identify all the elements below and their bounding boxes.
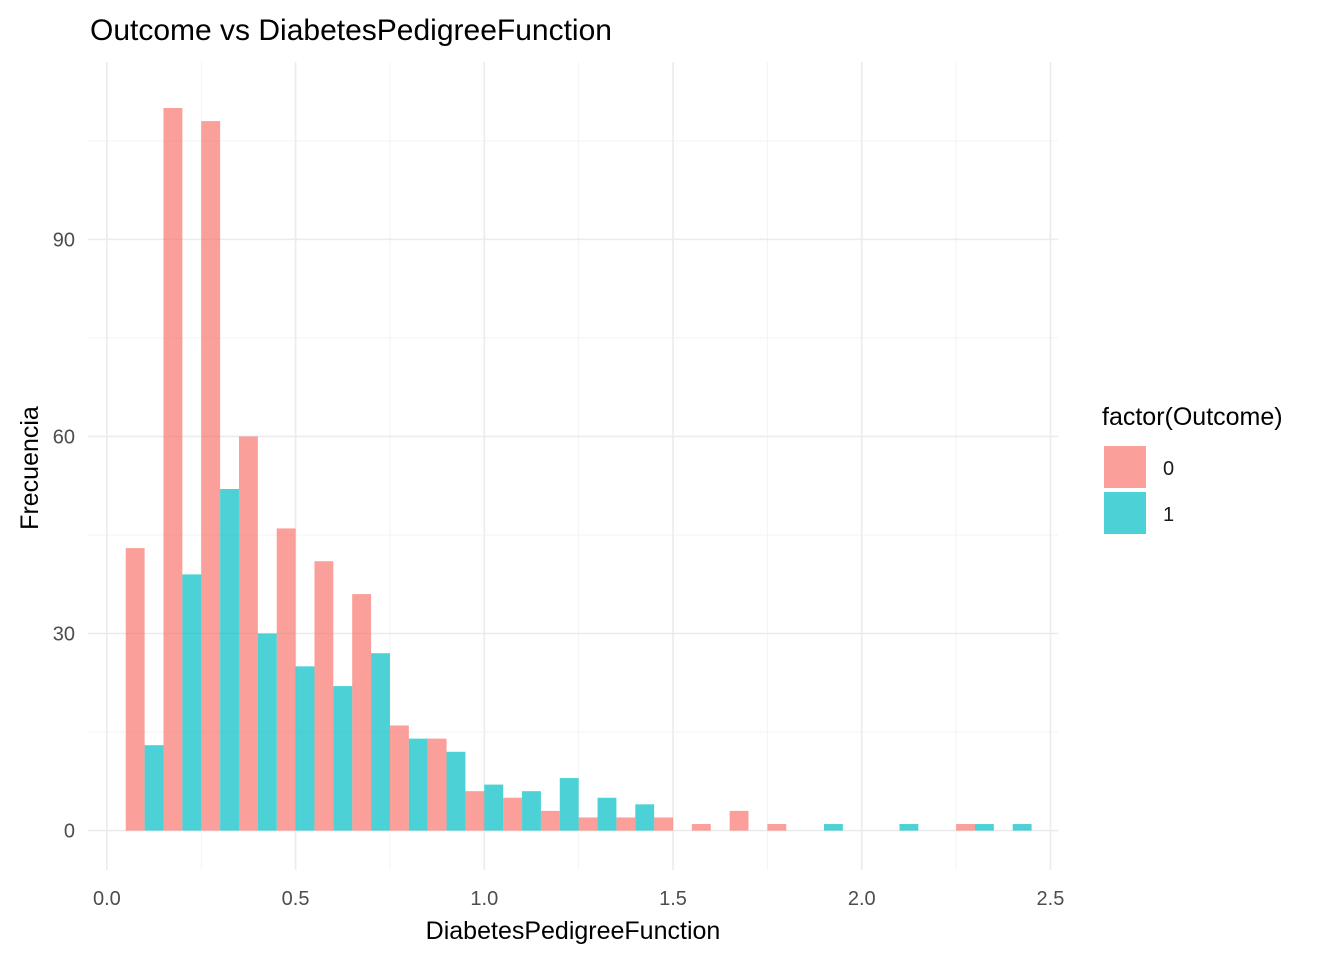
bar-outcome-1	[484, 784, 504, 831]
bar-outcome-0	[238, 436, 258, 831]
bar-outcome-1	[371, 653, 390, 831]
legend-title: factor(Outcome)	[1102, 403, 1283, 431]
bar-outcome-0	[427, 738, 447, 831]
x-tick-label: 2.0	[848, 888, 876, 910]
y-axis-title: Frecuencia	[16, 406, 44, 530]
y-axis-ticks: 0 30 60 90	[53, 229, 75, 842]
bar-outcome-0	[654, 817, 674, 831]
bar-outcome-1	[144, 745, 164, 831]
bar-outcome-0	[389, 725, 409, 831]
bar-outcome-0	[352, 594, 372, 831]
x-tick-label: 1.5	[659, 888, 687, 910]
bar-outcome-0	[691, 824, 711, 831]
legend-items: 01	[1104, 446, 1174, 534]
bar-outcome-1	[1012, 824, 1032, 831]
y-tick-label: 60	[53, 426, 75, 448]
bar-outcome-0	[276, 528, 296, 831]
chart-title: Outcome vs DiabetesPedigreeFunction	[90, 14, 612, 47]
bar-outcome-1	[257, 633, 277, 831]
bar-outcome-1	[182, 574, 202, 831]
bar-outcome-0	[956, 824, 975, 831]
bar-outcome-0	[540, 810, 560, 831]
legend-swatch-1	[1104, 492, 1146, 534]
bar-outcome-0	[616, 817, 636, 831]
bars	[125, 107, 1032, 831]
bar-outcome-1	[408, 738, 428, 831]
bar-outcome-1	[446, 751, 466, 831]
bar-outcome-1	[333, 686, 353, 831]
legend: factor(Outcome) 01	[1102, 403, 1283, 534]
y-tick-label: 90	[53, 229, 75, 251]
bar-outcome-1	[899, 824, 919, 831]
bar-outcome-1	[295, 666, 315, 831]
bar-outcome-0	[465, 791, 485, 831]
bar-outcome-1	[559, 778, 579, 831]
y-tick-label: 0	[64, 821, 75, 843]
x-axis-ticks: 0.0 0.5 1.0 1.5 2.0 2.5	[93, 888, 1064, 910]
bar-outcome-0	[125, 548, 145, 831]
x-axis-title: DiabetesPedigreeFunction	[426, 917, 721, 945]
legend-label-1: 1	[1163, 504, 1174, 526]
x-tick-label: 2.5	[1037, 888, 1065, 910]
legend-swatch-0	[1104, 446, 1146, 488]
bar-outcome-0	[767, 824, 787, 831]
bar-outcome-1	[635, 804, 655, 831]
x-tick-label: 1.0	[470, 888, 498, 910]
bar-outcome-0	[314, 561, 334, 831]
y-tick-label: 30	[53, 624, 75, 646]
bar-outcome-0	[578, 817, 598, 831]
legend-label-0: 0	[1163, 458, 1174, 480]
bar-outcome-1	[220, 488, 239, 831]
x-tick-label: 0.0	[93, 888, 121, 910]
x-tick-label: 0.5	[282, 888, 310, 910]
bar-outcome-1	[597, 797, 617, 831]
bar-outcome-1	[974, 824, 994, 831]
bar-outcome-0	[163, 107, 183, 831]
bar-outcome-1	[823, 824, 843, 831]
bar-outcome-0	[201, 121, 221, 831]
bar-outcome-1	[522, 791, 541, 831]
bar-outcome-0	[729, 810, 749, 831]
bar-outcome-0	[503, 797, 523, 831]
